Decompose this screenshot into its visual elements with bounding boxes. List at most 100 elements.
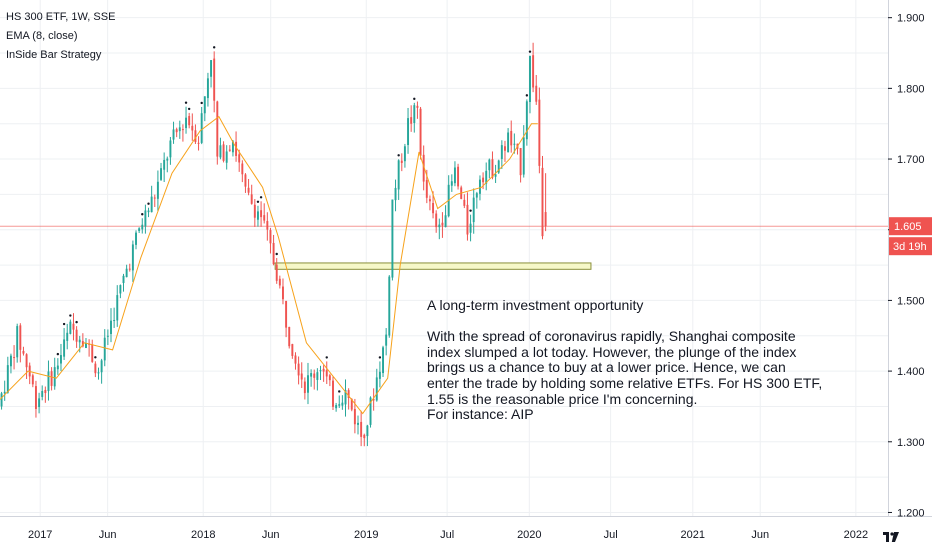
candle-body[interactable] xyxy=(75,329,78,342)
candle-body[interactable] xyxy=(485,170,488,184)
candle-body[interactable] xyxy=(400,160,403,163)
legend-symbol-title[interactable]: HS 300 ETF, 1W, SSE xyxy=(6,11,116,23)
candle-body[interactable] xyxy=(119,285,122,294)
candle-body[interactable] xyxy=(238,154,241,163)
candle-body[interactable] xyxy=(169,140,172,158)
candle-body[interactable] xyxy=(500,145,503,159)
candle-body[interactable] xyxy=(403,146,406,162)
candle-body[interactable] xyxy=(66,332,69,341)
candle-body[interactable] xyxy=(128,268,131,270)
candle-body[interactable] xyxy=(469,223,472,233)
candle-body[interactable] xyxy=(366,425,369,437)
candle-body[interactable] xyxy=(19,325,22,350)
candle-body[interactable] xyxy=(72,323,75,330)
candle-body[interactable] xyxy=(85,343,87,348)
candle-body[interactable] xyxy=(541,167,544,237)
candle-body[interactable] xyxy=(147,210,150,213)
candle-body[interactable] xyxy=(206,78,209,99)
candle-body[interactable] xyxy=(478,179,481,194)
candle-body[interactable] xyxy=(344,390,347,405)
candle-body[interactable] xyxy=(325,370,328,377)
candle-body[interactable] xyxy=(222,144,225,161)
candle-body[interactable] xyxy=(150,196,153,213)
candle-body[interactable] xyxy=(34,386,37,409)
candle-body[interactable] xyxy=(372,399,375,401)
candle-body[interactable] xyxy=(194,130,197,143)
candle-body[interactable] xyxy=(535,85,538,102)
candle-body[interactable] xyxy=(235,141,238,156)
candle-body[interactable] xyxy=(413,105,416,123)
candle-body[interactable] xyxy=(538,99,541,166)
candle-body[interactable] xyxy=(353,408,356,425)
candle-body[interactable] xyxy=(294,355,297,364)
candle-body[interactable] xyxy=(316,372,319,380)
candle-body[interactable] xyxy=(144,210,147,227)
candle-body[interactable] xyxy=(297,363,300,376)
candle-body[interactable] xyxy=(544,212,547,227)
candle-body[interactable] xyxy=(113,320,116,322)
candle-body[interactable] xyxy=(47,371,50,392)
candle-body[interactable] xyxy=(278,278,281,286)
candle-body[interactable] xyxy=(216,101,219,157)
candle-body[interactable] xyxy=(513,143,516,145)
candle-body[interactable] xyxy=(172,129,175,140)
candle-body[interactable] xyxy=(94,363,97,374)
candle-body[interactable] xyxy=(475,193,478,198)
candle-body[interactable] xyxy=(310,373,313,377)
candle-body[interactable] xyxy=(153,197,156,199)
candle-body[interactable] xyxy=(438,224,441,228)
candle-body[interactable] xyxy=(432,203,435,214)
candle-body[interactable] xyxy=(285,300,288,328)
candle-body[interactable] xyxy=(275,264,278,281)
candle-body[interactable] xyxy=(519,148,522,176)
candle-body[interactable] xyxy=(63,339,66,357)
candle-body[interactable] xyxy=(300,373,303,380)
candle-body[interactable] xyxy=(81,341,84,347)
candle-body[interactable] xyxy=(529,55,531,103)
candle-body[interactable] xyxy=(50,371,53,386)
candle-body[interactable] xyxy=(388,276,391,336)
candle-body[interactable] xyxy=(100,360,103,373)
candle-body[interactable] xyxy=(532,55,535,88)
candle-body[interactable] xyxy=(231,141,234,153)
candle-body[interactable] xyxy=(319,370,322,372)
candle-body[interactable] xyxy=(494,174,497,177)
candle-body[interactable] xyxy=(482,177,485,183)
candle-body[interactable] xyxy=(56,365,59,370)
candle-body[interactable] xyxy=(507,132,510,153)
candle-body[interactable] xyxy=(166,158,169,161)
text-annotation[interactable]: A long-term investment opportunity With … xyxy=(427,297,867,423)
candle-body[interactable] xyxy=(210,60,213,77)
candle-body[interactable] xyxy=(253,204,256,218)
candle-body[interactable] xyxy=(125,268,128,278)
candle-body[interactable] xyxy=(463,199,466,206)
tradingview-logo-icon[interactable] xyxy=(882,530,900,544)
candle-body[interactable] xyxy=(416,105,419,108)
candle-body[interactable] xyxy=(203,96,206,114)
candle-body[interactable] xyxy=(250,194,253,204)
candle-body[interactable] xyxy=(175,129,178,133)
support-zone-rectangle[interactable] xyxy=(274,262,592,270)
candle-body[interactable] xyxy=(347,390,350,398)
candle-body[interactable] xyxy=(141,224,144,230)
candle-body[interactable] xyxy=(491,159,494,178)
candle-body[interactable] xyxy=(360,421,363,437)
candle-body[interactable] xyxy=(103,337,106,361)
candle-body[interactable] xyxy=(385,334,388,346)
candle-body[interactable] xyxy=(457,166,460,187)
candle-body[interactable] xyxy=(185,117,188,129)
candle-body[interactable] xyxy=(338,404,341,406)
candle-body[interactable] xyxy=(244,174,247,187)
candle-body[interactable] xyxy=(178,127,181,132)
candle-body[interactable] xyxy=(181,129,184,131)
candle-body[interactable] xyxy=(263,215,266,221)
candle-body[interactable] xyxy=(200,113,203,143)
candle-body[interactable] xyxy=(9,355,12,367)
candle-body[interactable] xyxy=(441,222,444,226)
candle-body[interactable] xyxy=(22,350,25,354)
candle-body[interactable] xyxy=(341,402,344,406)
candle-body[interactable] xyxy=(225,151,228,163)
candle-body[interactable] xyxy=(419,108,422,156)
candle-body[interactable] xyxy=(378,371,381,379)
candle-body[interactable] xyxy=(522,137,525,175)
